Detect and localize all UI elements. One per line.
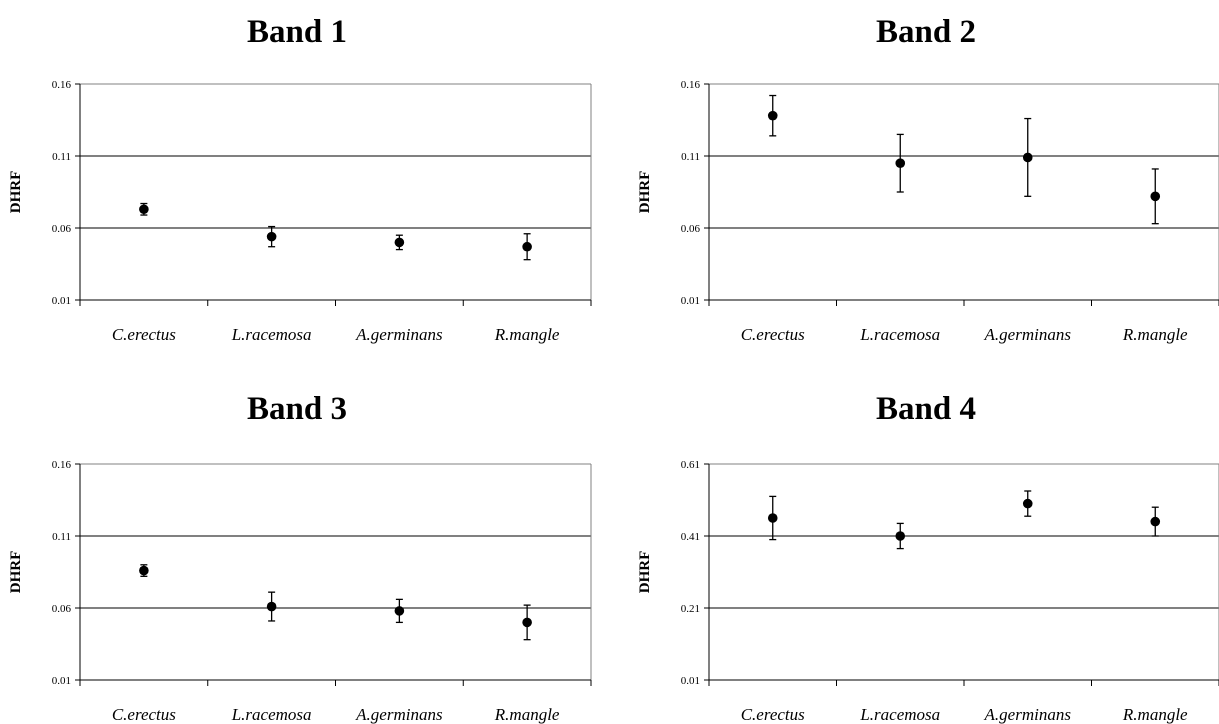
x-tick-label: R.mangle (494, 325, 560, 344)
y-tick-label: 0.01 (681, 675, 700, 687)
y-tick-label: 0.06 (52, 223, 72, 235)
data-point (1150, 191, 1161, 202)
chart-panel-1: Band 1 DHRF 0.01 0.06 0.11 0.16 C.erectus L.rac… (8, 14, 592, 344)
y-tick-label: 0.41 (681, 531, 700, 543)
x-tick-label: A.germinans (984, 705, 1072, 724)
data-point (895, 531, 906, 541)
y-tick-label: 0.11 (52, 531, 71, 543)
data-point (266, 601, 277, 612)
data-point (139, 204, 149, 215)
chart-panel-3: Band 3 DHRF 0.01 0.06 0.11 0.16 C.erectus L.rac… (8, 391, 592, 724)
x-tick-label: L.racemosa (231, 325, 312, 344)
x-tick-label: C.erectus (741, 705, 805, 724)
y-tick-label: 0.01 (52, 675, 71, 687)
x-tick-label: R.mangle (1122, 325, 1188, 344)
y-tick-label: 0.16 (52, 459, 72, 471)
y-tick-label: 0.11 (52, 151, 71, 163)
data-point (139, 565, 149, 576)
y-tick-label: 0.06 (681, 223, 701, 235)
y-tick-label: 0.21 (681, 603, 700, 615)
y-tick-label: 0.01 (681, 295, 700, 307)
y-tick-label: 0.11 (681, 151, 700, 163)
data-point (1022, 152, 1033, 163)
data-point (767, 110, 778, 121)
y-tick-label: 0.01 (52, 295, 71, 307)
x-tick-label: A.germinans (355, 705, 443, 724)
data-point (1150, 516, 1161, 527)
chart-panel-2: Band 2 DHRF 0.01 0.06 0.11 0.16 C.erectus L.rac… (637, 14, 1219, 344)
y-tick-label: 0.16 (681, 79, 701, 91)
chart-title: Band 2 (876, 14, 976, 50)
x-tick-label: L.racemosa (859, 705, 940, 724)
y-tick-label: 0.16 (52, 79, 72, 91)
y-tick-label: 0.06 (52, 603, 72, 615)
x-tick-label: C.erectus (741, 325, 805, 344)
chart-title: Band 4 (876, 391, 976, 427)
x-tick-label: R.mangle (494, 705, 560, 724)
y-axis-label: DHRF (637, 551, 653, 594)
y-axis-label: DHRF (8, 171, 24, 214)
data-point (394, 606, 405, 616)
y-axis-label: DHRF (637, 171, 653, 214)
data-point (767, 513, 778, 523)
data-point (394, 237, 405, 248)
data-point (895, 158, 906, 168)
chart-title: Band 3 (247, 391, 347, 427)
data-point (266, 231, 277, 242)
data-point (1022, 498, 1033, 509)
x-tick-label: L.racemosa (231, 705, 312, 724)
data-point (522, 617, 532, 628)
x-tick-label: R.mangle (1122, 705, 1188, 724)
y-axis-label: DHRF (8, 551, 24, 594)
x-tick-label: A.germinans (355, 325, 443, 344)
x-tick-label: C.erectus (112, 705, 176, 724)
chart-title: Band 1 (247, 14, 347, 50)
x-tick-label: C.erectus (112, 325, 176, 344)
x-tick-label: A.germinans (984, 325, 1072, 344)
x-tick-label: L.racemosa (859, 325, 940, 344)
y-tick-label: 0.61 (681, 459, 700, 471)
chart-panel-4: Band 4 DHRF 0.01 0.21 0.41 0.61 C.erectus L.rac… (637, 391, 1219, 724)
data-point (522, 241, 532, 252)
